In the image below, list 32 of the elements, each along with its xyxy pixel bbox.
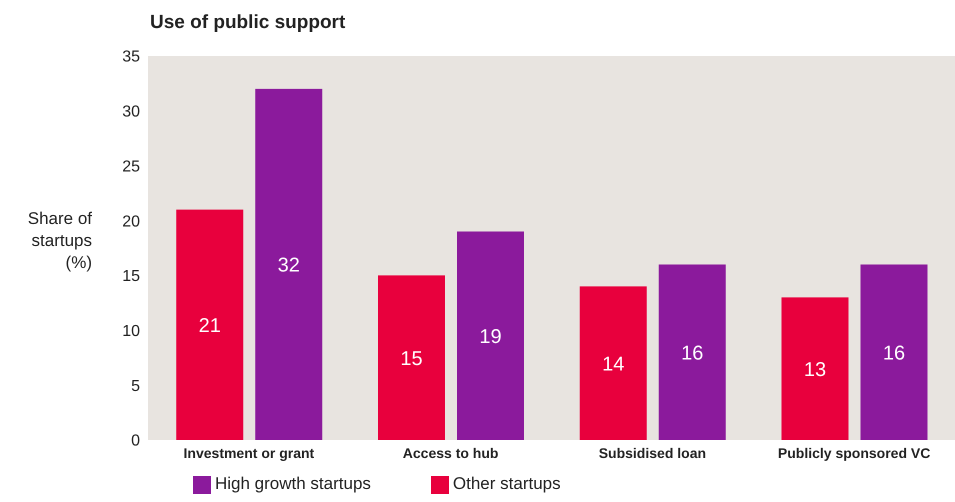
data-label: 13 [804,358,826,381]
y-tick-label: 20 [122,213,140,230]
y-tick-label: 25 [122,158,140,176]
data-label: 32 [278,254,300,277]
data-label: 14 [602,353,624,376]
legend-label: Other startups [452,474,561,493]
bar [456,232,524,440]
y-tick-label: 30 [122,104,140,121]
bar [860,264,928,440]
bar [255,88,322,440]
y-axis-title: Share of startups (%) [26,208,92,274]
bar [176,210,244,440]
x-tick-label: Publicly sponsored VC [778,444,930,461]
bar [781,297,848,440]
y-tick-label: 0 [131,432,140,450]
x-tick-label: Investment or grant [184,444,315,461]
data-label: 15 [400,348,423,370]
legend-label: High growth startups [215,474,371,493]
data-label: 21 [198,314,221,337]
x-tick-label: Access to hub [402,444,498,461]
data-label: 19 [479,326,502,348]
bar [378,275,445,440]
y-tick-label: 10 [122,322,140,340]
y-tick-label: 5 [131,378,140,395]
chart-title: Use of public support [150,12,346,34]
x-tick-label: Subsidised loan [598,444,706,461]
data-label: 16 [882,342,906,364]
y-tick-label: 35 [122,48,140,66]
bar [658,264,726,440]
data-label: 16 [681,342,704,364]
y-tick-label: 15 [122,268,140,286]
bar [580,286,647,440]
